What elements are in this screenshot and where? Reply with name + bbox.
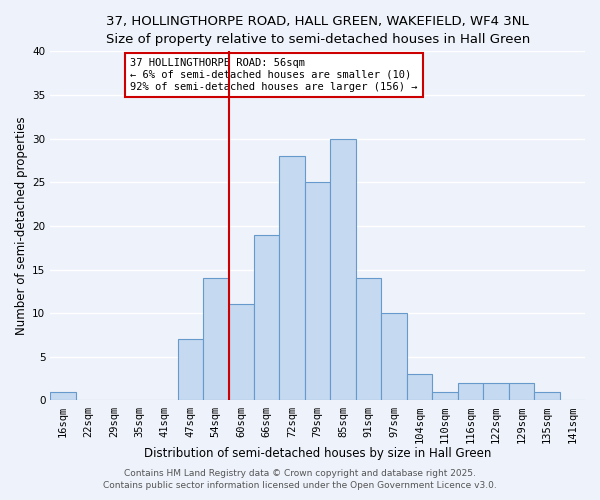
Y-axis label: Number of semi-detached properties: Number of semi-detached properties	[15, 116, 28, 335]
Text: Contains HM Land Registry data © Crown copyright and database right 2025.
Contai: Contains HM Land Registry data © Crown c…	[103, 469, 497, 490]
Bar	[381, 313, 407, 400]
X-axis label: Distribution of semi-detached houses by size in Hall Green: Distribution of semi-detached houses by …	[144, 447, 491, 460]
Bar	[280, 156, 305, 400]
Text: 37 HOLLINGTHORPE ROAD: 56sqm
← 6% of semi-detached houses are smaller (10)
92% o: 37 HOLLINGTHORPE ROAD: 56sqm ← 6% of sem…	[130, 58, 418, 92]
Bar	[534, 392, 560, 400]
Bar	[305, 182, 331, 400]
Bar	[407, 374, 432, 400]
Bar	[483, 383, 509, 400]
Bar	[331, 138, 356, 400]
Bar	[432, 392, 458, 400]
Title: 37, HOLLINGTHORPE ROAD, HALL GREEN, WAKEFIELD, WF4 3NL
Size of property relative: 37, HOLLINGTHORPE ROAD, HALL GREEN, WAKE…	[106, 15, 530, 46]
Bar	[356, 278, 381, 400]
Bar	[254, 234, 280, 400]
Bar	[509, 383, 534, 400]
Bar	[458, 383, 483, 400]
Bar	[50, 392, 76, 400]
Bar	[178, 340, 203, 400]
Bar	[203, 278, 229, 400]
Bar	[229, 304, 254, 400]
